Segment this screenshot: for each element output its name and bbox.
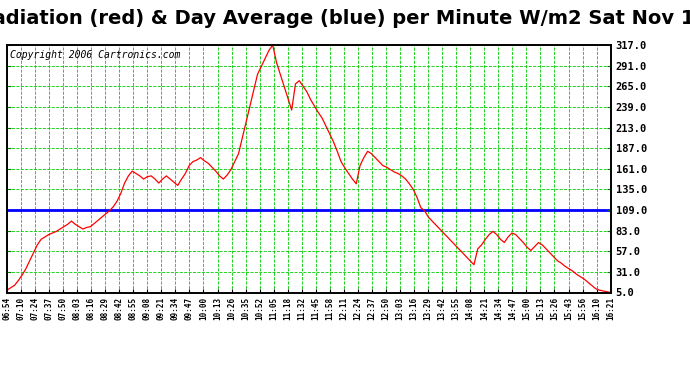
Text: Solar Radiation (red) & Day Average (blue) per Minute W/m2 Sat Nov 18 16:23: Solar Radiation (red) & Day Average (blu…	[0, 9, 690, 28]
Text: Copyright 2006 Cartronics.com: Copyright 2006 Cartronics.com	[10, 50, 180, 60]
